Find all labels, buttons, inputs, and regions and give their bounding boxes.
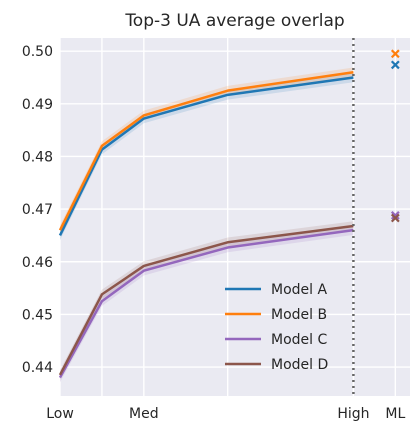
- ml-marker-series-0: [390, 60, 400, 70]
- band-series-2: [60, 225, 354, 383]
- legend-label: Model D: [271, 357, 328, 373]
- legend-entry-2: Model C: [225, 332, 327, 348]
- y-axis-ticks: 0.44 0.45 0.46 0.47 0.48 0.49 0.50: [22, 44, 53, 376]
- ml-marker-series-3: [390, 213, 400, 223]
- legend: Model A Model B Model C Model D: [225, 282, 328, 373]
- y-tick-label: 0.47: [22, 202, 53, 218]
- x-tick-label: High: [337, 406, 369, 422]
- y-tick-label: 0.49: [22, 97, 53, 113]
- x-tick-label: Low: [46, 406, 74, 422]
- y-tick-label: 0.48: [22, 149, 53, 165]
- chart-title: Top-3 UA average overlap: [124, 11, 344, 31]
- y-tick-label: 0.44: [22, 360, 53, 376]
- ml-marker-series-2: [390, 211, 400, 220]
- x-axis-ticks: Low Med High ML: [46, 406, 405, 422]
- x-tick-label: Med: [129, 406, 159, 422]
- series-lines: [58, 70, 354, 379]
- line-series-1: [58, 70, 354, 231]
- line-series-2: [58, 228, 354, 379]
- y-tick-label: 0.45: [22, 307, 53, 323]
- legend-entry-1: Model B: [225, 307, 327, 323]
- plot-background: [60, 38, 410, 396]
- line-series-3: [58, 224, 354, 376]
- legend-label: Model C: [271, 332, 327, 348]
- y-tick-label: 0.46: [22, 255, 53, 271]
- ml-marker-series-1: [390, 49, 400, 59]
- legend-entry-0: Model A: [225, 282, 327, 298]
- legend-label: Model B: [271, 307, 327, 323]
- ml-markers: [390, 49, 400, 223]
- y-tick-label: 0.50: [22, 44, 53, 60]
- legend-label: Model A: [271, 282, 327, 298]
- line-series-0: [58, 76, 354, 236]
- legend-entry-3: Model D: [225, 357, 328, 373]
- x-tick-label: ML: [385, 406, 405, 422]
